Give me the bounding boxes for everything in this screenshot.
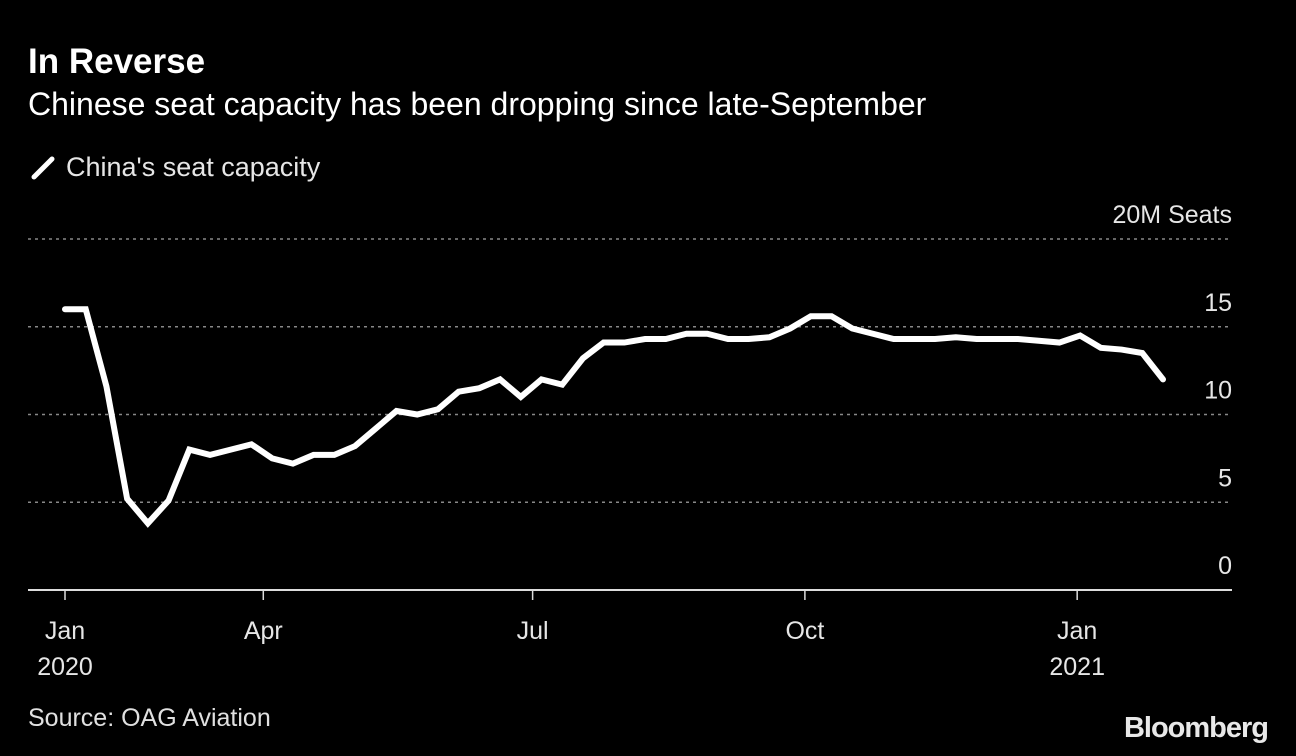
y-tick-label: 20M Seats xyxy=(1112,201,1232,229)
y-tick-label: 10 xyxy=(1204,377,1232,405)
x-tick-label: Jul xyxy=(517,617,549,645)
x-tick-label: Jan xyxy=(1057,617,1097,645)
legend-line-icon xyxy=(31,156,55,179)
legend-label: China's seat capacity xyxy=(66,152,321,182)
legend: China's seat capacity xyxy=(30,152,320,183)
x-tick-label: Apr xyxy=(244,617,283,645)
chart-title: In Reverse xyxy=(28,42,206,81)
x-tick-label: Jan xyxy=(45,617,85,645)
x-tick-year-label: 2021 xyxy=(1049,653,1105,681)
y-tick-label: 5 xyxy=(1218,464,1232,492)
x-tick-year-label: 2020 xyxy=(37,653,93,681)
bloomberg-logo: Bloomberg xyxy=(1123,712,1269,744)
y-tick-label: 15 xyxy=(1204,289,1232,317)
source-note: Source: OAG Aviation xyxy=(28,704,271,732)
series-line-china-seat-capacity xyxy=(62,306,1166,528)
x-tick-label: Oct xyxy=(785,617,824,645)
chart-subtitle: Chinese seat capacity has been dropping … xyxy=(28,86,927,122)
y-tick-label: 0 xyxy=(1218,552,1232,580)
